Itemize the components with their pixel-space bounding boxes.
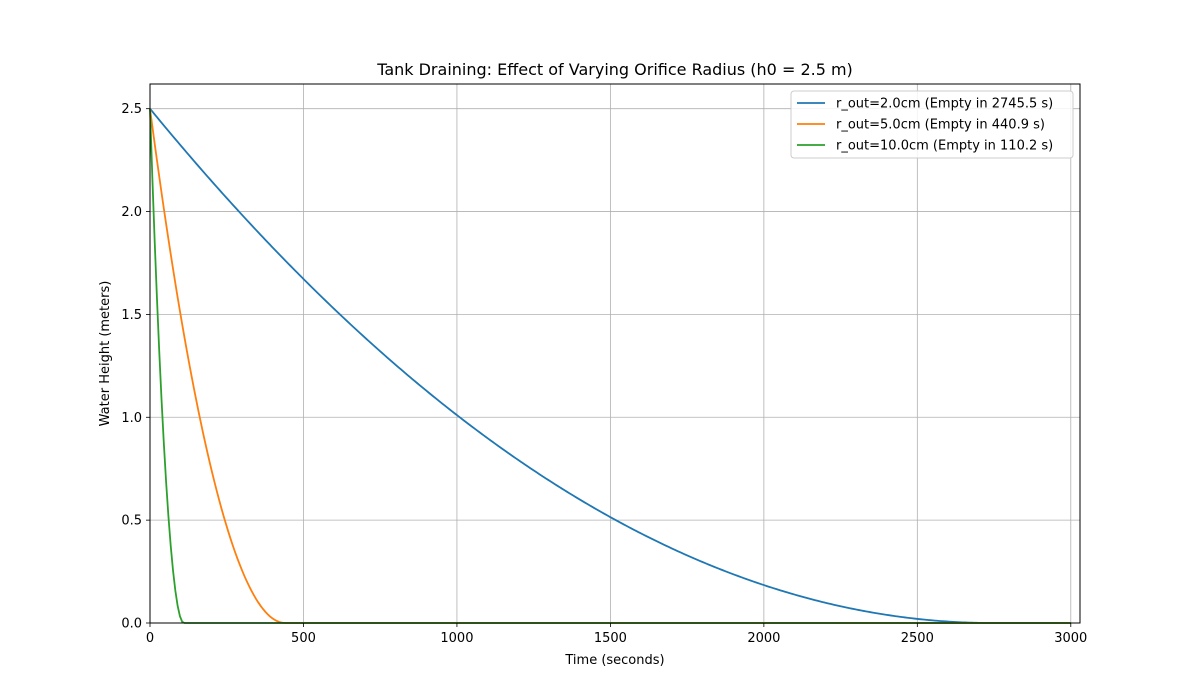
- y-tick-label: 1.5: [121, 308, 142, 323]
- legend-entry-label: r_out=2.0cm (Empty in 2745.5 s): [836, 97, 1053, 112]
- legend-box: [790, 90, 1074, 159]
- y-tick-label: 2.0: [121, 205, 142, 220]
- y-axis-ticks: 0.0 0.5 1.0 1.5 2.0 2.5: [121, 102, 150, 632]
- x-tick-label: 1500: [594, 631, 627, 646]
- legend: r_out=2.0cm (Empty in 2745.5 s) r_out=5.0…: [790, 90, 1074, 159]
- x-axis-ticks: 0 500 1000 1500 2000 2500 3000: [146, 623, 1087, 646]
- y-tick-label: 2.5: [121, 102, 142, 117]
- x-tick-label: 500: [291, 631, 316, 646]
- legend-entry-label: r_out=5.0cm (Empty in 440.9 s): [836, 118, 1045, 133]
- x-axis-label: Time (seconds): [564, 653, 664, 668]
- series-line-1: [149, 108, 1071, 624]
- y-tick-label: 0.5: [121, 514, 142, 529]
- legend-entry-label: r_out=10.0cm (Empty in 110.2 s): [836, 139, 1053, 154]
- x-tick-label: 2000: [747, 631, 780, 646]
- x-tick-label: 3000: [1054, 631, 1087, 646]
- plot-area-frame: [149, 83, 1081, 624]
- y-axis-label: Water Height (meters): [98, 281, 113, 427]
- y-tick-label: 0.0: [121, 617, 142, 632]
- chart-title: Tank Draining: Effect of Varying Orifice…: [376, 60, 853, 79]
- x-tick-label: 2500: [901, 631, 934, 646]
- x-tick-label: 1000: [440, 631, 473, 646]
- x-tick-label: 0: [146, 631, 154, 646]
- y-tick-label: 1.0: [121, 411, 142, 426]
